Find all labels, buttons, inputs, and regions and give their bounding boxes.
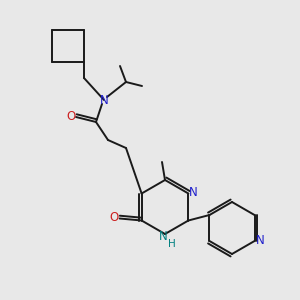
Text: N: N — [256, 235, 265, 248]
Text: H: H — [168, 239, 176, 249]
Text: O: O — [66, 110, 76, 124]
Text: O: O — [109, 211, 118, 224]
Text: N: N — [159, 230, 167, 244]
Text: N: N — [100, 94, 108, 106]
Text: N: N — [189, 186, 198, 199]
